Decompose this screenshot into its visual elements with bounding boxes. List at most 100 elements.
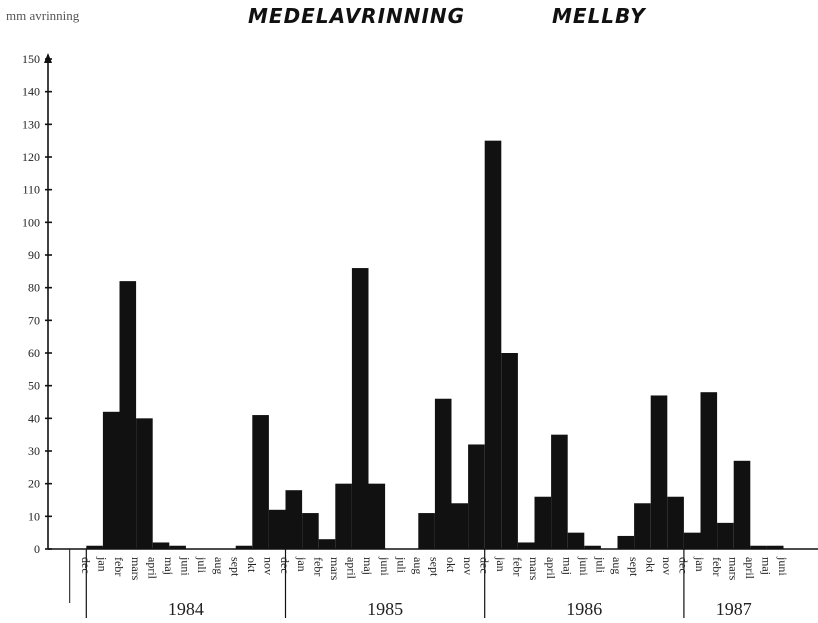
month-label: aug bbox=[411, 557, 425, 574]
bar-dec bbox=[667, 496, 684, 549]
month-label: dec bbox=[79, 557, 93, 574]
y-tick-label: 30 bbox=[28, 444, 40, 458]
month-label: aug bbox=[212, 557, 226, 574]
chart-subtitle: MELLBY bbox=[552, 4, 646, 28]
year-label-1986: 1986 bbox=[566, 599, 602, 619]
bars bbox=[86, 140, 784, 549]
bar-mars bbox=[717, 522, 734, 549]
month-label: maj bbox=[361, 557, 375, 575]
month-label: dec bbox=[278, 557, 292, 574]
bar-sept bbox=[418, 513, 435, 549]
bar-okt bbox=[634, 503, 651, 549]
month-label: jan bbox=[693, 556, 707, 572]
y-axis-arrow bbox=[44, 53, 52, 63]
y-tick-label: 80 bbox=[28, 281, 40, 295]
month-label: maj bbox=[760, 557, 774, 575]
month-label: febr bbox=[112, 557, 126, 576]
month-label: april bbox=[743, 557, 757, 580]
y-tick-label: 140 bbox=[22, 85, 40, 99]
month-label: juni bbox=[378, 556, 392, 576]
month-label: jan bbox=[494, 556, 508, 572]
bar-dec bbox=[468, 444, 485, 549]
tick-labels: 0 10 20 30 40 50 60 70 80 90 100 110 120 130 140 150 dec… bbox=[22, 52, 790, 619]
year-label-1987: 1987 bbox=[716, 599, 752, 619]
y-tick-label: 130 bbox=[22, 117, 40, 131]
month-label: aug bbox=[610, 557, 624, 574]
month-label: maj bbox=[560, 557, 574, 575]
bar-maj bbox=[750, 545, 767, 549]
month-label: febr bbox=[311, 557, 325, 576]
y-tick-label: 0 bbox=[34, 542, 40, 556]
y-tick-label: 20 bbox=[28, 477, 40, 491]
bar-dec bbox=[268, 509, 286, 549]
y-tick-label: 90 bbox=[28, 248, 40, 262]
bar-nov bbox=[451, 503, 469, 549]
month-label: juni bbox=[776, 556, 790, 576]
y-tick-label: 150 bbox=[22, 52, 40, 66]
bar-jan bbox=[683, 532, 701, 549]
month-label: juni bbox=[179, 556, 193, 576]
y-tick-label: 110 bbox=[22, 183, 40, 197]
bar-juni bbox=[567, 532, 585, 549]
month-label: mars bbox=[726, 557, 740, 581]
month-label: sept bbox=[428, 557, 442, 577]
month-label: febr bbox=[710, 557, 724, 576]
bar-juni bbox=[169, 545, 186, 549]
bar-maj bbox=[152, 542, 170, 549]
month-label: april bbox=[145, 557, 159, 580]
bar-nov bbox=[252, 415, 269, 549]
bar-nov bbox=[650, 395, 668, 549]
bar-april bbox=[534, 496, 552, 549]
bar-juni bbox=[766, 545, 784, 549]
bar-jan bbox=[285, 490, 303, 549]
year-label-1985: 1985 bbox=[367, 599, 403, 619]
chart-title: MEDELAVRINNING bbox=[248, 4, 466, 28]
month-label: okt bbox=[245, 557, 259, 573]
y-tick-label: 60 bbox=[28, 346, 40, 360]
bar-april bbox=[335, 483, 352, 549]
bar-mars bbox=[318, 539, 336, 549]
y-tick-label: 10 bbox=[28, 509, 40, 523]
month-label: jan bbox=[96, 556, 110, 572]
month-label: okt bbox=[643, 557, 657, 573]
bar-juni bbox=[368, 483, 386, 549]
month-label: maj bbox=[162, 557, 176, 575]
y-tick-label: 100 bbox=[22, 215, 40, 229]
month-label: sept bbox=[627, 557, 641, 577]
bar-maj bbox=[551, 434, 568, 549]
month-label: jan bbox=[295, 556, 309, 572]
bar-okt bbox=[434, 398, 452, 549]
bar-febr bbox=[501, 353, 518, 549]
month-label: nov bbox=[262, 557, 276, 575]
month-label: april bbox=[345, 557, 359, 580]
month-label: dec bbox=[477, 557, 491, 574]
month-label: juli bbox=[394, 556, 408, 574]
bar-sept bbox=[617, 535, 635, 549]
y-tick-label: 70 bbox=[28, 313, 40, 327]
bar-april bbox=[733, 460, 751, 549]
bar-febr bbox=[302, 513, 319, 549]
bar-maj bbox=[351, 268, 369, 549]
year-label-1984: 1984 bbox=[168, 599, 204, 619]
y-tick-label: 50 bbox=[28, 379, 40, 393]
month-label: nov bbox=[660, 557, 674, 575]
month-label: juni bbox=[577, 556, 591, 576]
month-label: mars bbox=[328, 557, 342, 581]
month-label: sept bbox=[228, 557, 242, 577]
bar-juli bbox=[584, 545, 601, 549]
bar-mars bbox=[119, 281, 137, 549]
month-label: nov bbox=[461, 557, 475, 575]
y-tick-label: 40 bbox=[28, 411, 40, 425]
month-label: mars bbox=[527, 557, 541, 581]
month-label: okt bbox=[444, 557, 458, 573]
bar-jan bbox=[86, 545, 103, 549]
month-label: dec bbox=[677, 557, 691, 574]
y-tick-label: 120 bbox=[22, 150, 40, 164]
bar-okt bbox=[235, 545, 253, 549]
bar-febr bbox=[700, 392, 718, 549]
bar-jan bbox=[484, 140, 502, 549]
month-label: april bbox=[544, 557, 558, 580]
month-label: juli bbox=[594, 556, 608, 574]
y-axis-label: mm avrinning bbox=[6, 8, 80, 23]
